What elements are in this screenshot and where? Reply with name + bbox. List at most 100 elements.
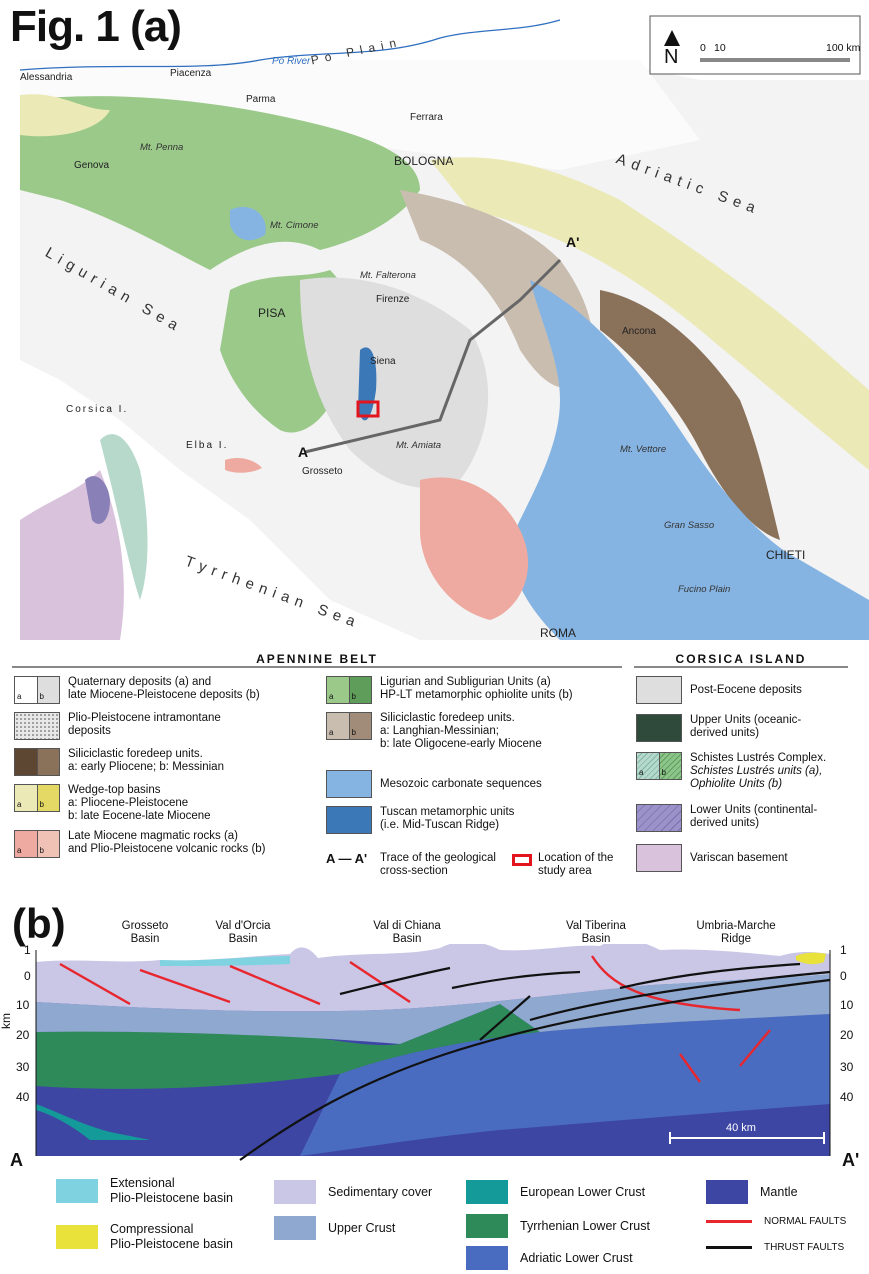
normal-fault-6 — [679, 1053, 701, 1083]
ridge-umbria-marche: Umbria-Marche Ridge — [696, 920, 776, 945]
section-end-a-prime: A' — [566, 234, 580, 250]
north-arrow — [664, 30, 680, 46]
geological-map — [19, 15, 869, 640]
adriatic-lower-crust — [300, 1014, 830, 1156]
legend-thrust-faults: THRUST FAULTS — [706, 1242, 844, 1253]
city-siena: Siena — [370, 356, 396, 367]
legend-location: Location of the study area — [512, 852, 613, 878]
city-alessandria: Alessandria — [20, 72, 73, 83]
scale-zero: 0 — [700, 42, 706, 54]
legend-upper-crust: Upper Crust — [274, 1216, 395, 1240]
mt-amiata: Mt. Amiata — [396, 440, 442, 451]
legend-tyrrhenian: Tyrrhenian Lower Crust — [466, 1214, 650, 1238]
tick-left-0: 0 — [24, 969, 31, 983]
scale-ten: 10 — [714, 42, 726, 54]
legend-tuscan: Tuscan metamorphic units (i.e. Mid-Tusca… — [326, 806, 514, 834]
city-bologna: BOLOGNA — [394, 154, 454, 168]
tick-right-10: 10 — [840, 998, 854, 1012]
legend-post-eocene: Post-Eocene deposits — [636, 676, 802, 704]
thrust-main — [239, 978, 831, 1161]
corsica-schistes — [100, 434, 148, 600]
figure-title: Fig. 1 (a) — [10, 2, 182, 51]
legend-european: European Lower Crust — [466, 1180, 645, 1204]
corsica-lower — [85, 476, 110, 524]
thrust-4 — [339, 966, 451, 996]
city-ancona: Ancona — [622, 326, 656, 337]
axis-unit: km — [0, 1013, 13, 1029]
section-end-a: A — [298, 444, 309, 460]
city-genova: Genova — [74, 160, 110, 171]
section-scale-bar — [669, 1132, 825, 1144]
gran-sasso: Gran Sasso — [664, 520, 715, 531]
legend-sedimentary: Sedimentary cover — [274, 1180, 432, 1204]
legend-mesozoic: Mesozoic carbonate sequences — [326, 770, 542, 798]
scale-end: 100 km — [826, 42, 861, 54]
normal-fault-1 — [59, 962, 131, 1006]
basin-val-dorcia: Val d'Orcia Basin — [215, 920, 271, 945]
apennine-header: APENNINE BELT — [12, 652, 622, 668]
thrust-5 — [451, 970, 581, 990]
normal-fault-7 — [739, 1029, 771, 1067]
tick-left-40: 40 — [16, 1090, 30, 1104]
legend-lower-units: Lower Units (continental- derived units) — [636, 804, 817, 832]
section-end-a-b: A — [10, 1150, 23, 1170]
normal-fault-3 — [229, 964, 321, 1006]
po-plain — [20, 60, 700, 170]
legend-compressional: Compressional Plio-Pleistocene basin — [56, 1222, 233, 1252]
normal-fault-4 — [349, 961, 411, 1003]
ligurian-units-north — [20, 96, 420, 270]
city-ferrara: Ferrara — [410, 112, 443, 123]
legend-siliciclastic-1: Siliciclastic foredeep units. a: early P… — [14, 748, 224, 776]
normal-fault-5 — [590, 955, 741, 1012]
basin-val-tiberina: Val Tiberina Basin — [566, 920, 626, 945]
mt-cimone-carbonate — [230, 206, 266, 241]
part-b-label: (b) — [12, 900, 66, 947]
corsica-header: CORSICA ISLAND — [634, 652, 848, 668]
normal-fault-2 — [139, 968, 231, 1004]
city-parma: Parma — [246, 94, 276, 105]
tick-right-20: 20 — [840, 1028, 854, 1042]
elba-label: Elba I. — [186, 440, 229, 451]
foredeep-brown — [400, 190, 594, 389]
legend-extensional: Extensional Plio-Pleistocene basin — [56, 1176, 233, 1206]
tick-right-30: 30 — [840, 1060, 854, 1074]
tick-right-40: 40 — [840, 1090, 854, 1104]
elba-island — [225, 457, 262, 473]
upper-crust — [36, 974, 830, 1044]
extensional-basin — [160, 956, 290, 966]
mt-cimone: Mt. Cimone — [270, 220, 319, 231]
legend-trace: A — A' Trace of the geological cross-sec… — [326, 851, 496, 877]
legend-plio-intra: Plio-Pleistocene intramontane deposits — [14, 712, 221, 740]
tick-right-1: 1 — [840, 943, 847, 957]
city-chieti: CHIETI — [766, 548, 806, 562]
mt-penna: Mt. Penna — [140, 142, 184, 153]
legend-normal-faults: NORMAL FAULTS — [706, 1216, 846, 1227]
po-river — [19, 19, 561, 71]
legend-upper-units: Upper Units (oceanic- derived units) — [636, 714, 801, 742]
scale-bar — [700, 58, 850, 62]
european-lower-crust — [36, 1104, 150, 1140]
thrust-2 — [479, 995, 531, 1041]
section-end-a-prime-b: A' — [842, 1150, 860, 1170]
cross-section — [35, 944, 831, 1161]
scale-box — [649, 15, 861, 75]
basin-val-di-chiana: Val di Chiana Basin — [373, 920, 441, 945]
wedge-top-north — [20, 94, 110, 137]
fucino-plain: Fucino Plain — [678, 584, 731, 595]
tick-left-20: 20 — [16, 1028, 30, 1042]
legend-variscan: Variscan basement — [636, 844, 788, 872]
thrust-6 — [619, 962, 801, 990]
study-area — [356, 400, 380, 418]
thrust-3 — [529, 970, 831, 1022]
section-trace — [304, 258, 562, 454]
legend-mantle: Mantle — [706, 1180, 798, 1204]
foredeep-dark — [600, 290, 780, 540]
city-grosseto: Grosseto — [302, 466, 343, 477]
po-river-label: Po River — [272, 56, 311, 67]
magmatic-rocks — [420, 477, 529, 620]
tyrrhenian-lower-crust — [36, 1004, 540, 1089]
city-pisa: PISA — [258, 306, 286, 320]
basin-grosseto: Grosseto Basin — [121, 920, 169, 945]
